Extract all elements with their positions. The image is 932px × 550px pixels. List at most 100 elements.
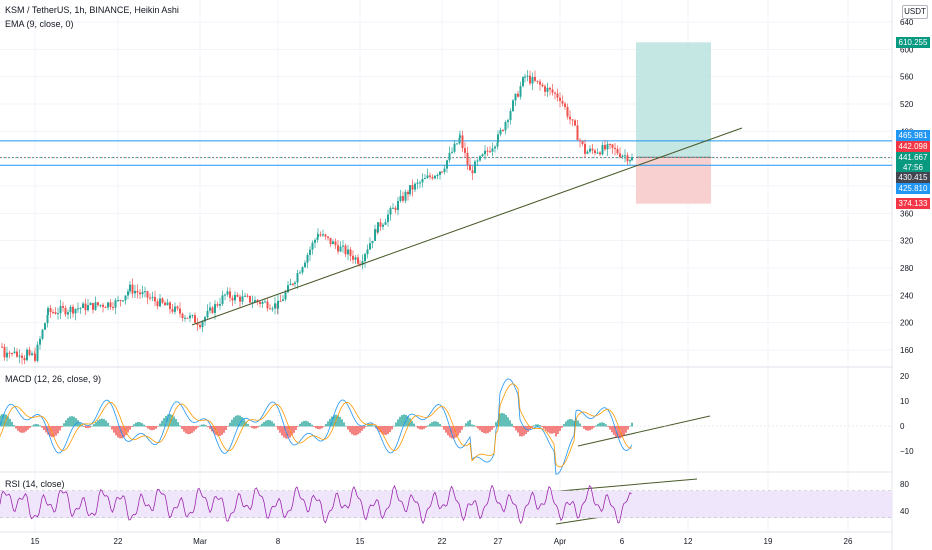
macd-histogram-bar	[413, 423, 415, 427]
candle-body	[517, 93, 519, 97]
macd-histogram-bar	[469, 419, 471, 427]
macd-histogram-bar	[283, 426, 285, 438]
rsi-tick-label: 80	[900, 480, 909, 489]
profit-zone	[636, 42, 711, 158]
macd-histogram-bar	[543, 426, 545, 429]
macd-histogram-bar	[465, 423, 467, 427]
candle-body	[317, 234, 319, 238]
candle-body	[296, 273, 299, 283]
macd-histogram-bar	[193, 426, 195, 432]
macd-histogram-bar	[151, 426, 153, 431]
symbol-legend[interactable]: KSM / TetherUS, 1h, BINANCE, Heikin Ashi	[5, 5, 179, 15]
macd-histogram-bar	[175, 419, 177, 427]
macd-histogram-bar	[555, 426, 557, 437]
macd-histogram-bar	[43, 426, 45, 430]
macd-histogram-bar	[239, 415, 241, 427]
candle-body	[144, 291, 146, 293]
candle-body	[287, 285, 289, 293]
price-tick-label: 520	[900, 100, 914, 109]
macd-histogram-bar	[631, 422, 633, 427]
candle-body	[596, 152, 599, 154]
candle-body	[347, 249, 349, 255]
macd-histogram-bar	[551, 426, 553, 434]
macd-histogram-bar	[419, 426, 421, 430]
candle-body	[87, 305, 89, 311]
rsi-legend[interactable]: RSI (14, close)	[5, 479, 65, 489]
candle-body	[176, 306, 179, 309]
quote-currency-badge[interactable]: USDT	[902, 5, 928, 19]
macd-pane	[0, 378, 892, 475]
macd-histogram-bar	[571, 419, 573, 427]
macd-histogram-bar	[369, 424, 371, 427]
candle-body	[112, 307, 114, 309]
macd-histogram-bar	[59, 426, 61, 431]
macd-histogram-bar	[393, 425, 395, 427]
macd-tick-label: 20	[900, 372, 909, 381]
macd-histogram-bar	[475, 426, 477, 427]
candle-body	[209, 307, 211, 311]
candle-body	[94, 302, 97, 310]
macd-histogram-bar	[541, 426, 543, 427]
candle-body	[458, 137, 461, 144]
macd-histogram-bar	[305, 420, 307, 427]
candle-body	[559, 97, 561, 102]
macd-histogram-bar	[313, 426, 315, 427]
candle-body	[301, 267, 304, 273]
macd-histogram-bar	[147, 426, 149, 429]
time-axis[interactable]: 15 22 Mar 8 15 22 27 Apr 6 12 19 26	[31, 537, 853, 546]
macd-histogram-bar	[207, 426, 209, 428]
macd-histogram-bar	[53, 426, 55, 437]
price-tag: 465.981	[896, 130, 930, 141]
macd-line	[0, 378, 633, 475]
macd-histogram-bar	[299, 423, 301, 427]
macd-histogram-bar	[509, 420, 511, 427]
macd-histogram-bar	[223, 426, 225, 433]
candle-body	[77, 308, 79, 310]
candle-body	[397, 201, 399, 210]
macd-histogram-bar	[467, 421, 469, 427]
price-tag: 425.810	[896, 183, 930, 194]
macd-histogram-bar	[91, 425, 93, 427]
candle-body	[443, 168, 446, 173]
macd-histogram-bar	[345, 425, 347, 427]
candle-body	[434, 175, 436, 179]
candle-body	[389, 208, 392, 215]
candle-body	[191, 315, 194, 317]
macd-histogram-bar	[35, 423, 37, 427]
macd-histogram-bar	[359, 426, 361, 433]
candle-body	[11, 353, 13, 355]
candle-body	[18, 355, 21, 357]
macd-histogram-bar	[383, 426, 385, 435]
macd-histogram-bar	[221, 426, 223, 435]
macd-histogram-bar	[485, 426, 487, 434]
macd-histogram-bar	[47, 426, 49, 435]
macd-histogram-bar	[235, 415, 237, 427]
candle-body	[337, 245, 339, 252]
candle-body	[604, 145, 606, 150]
macd-histogram-bar	[251, 426, 253, 429]
macd-histogram-bar	[499, 413, 501, 427]
candle-body	[561, 101, 564, 104]
macd-histogram-bar	[203, 424, 205, 427]
macd-histogram-bar	[127, 426, 129, 433]
candle-body	[174, 306, 176, 312]
macd-histogram-bar	[87, 426, 89, 429]
macd-histogram-bar	[329, 418, 331, 427]
candle-body	[354, 257, 357, 260]
candle-body	[104, 306, 107, 308]
candle-body	[214, 304, 216, 313]
candle-body	[451, 151, 453, 153]
candle-body	[357, 257, 359, 264]
macd-histogram-bar	[41, 426, 43, 428]
candle-body	[39, 338, 41, 345]
candle-body	[224, 294, 226, 296]
long-position-tool[interactable]	[636, 42, 711, 204]
macd-histogram-bar	[271, 421, 273, 427]
macd-histogram-bar	[171, 414, 173, 427]
ema-legend[interactable]: EMA (9, close, 0)	[5, 19, 74, 29]
candle-body	[289, 283, 292, 286]
macd-histogram-bar	[195, 426, 197, 430]
macd-legend[interactable]: MACD (12, 26, close, 9)	[5, 374, 101, 384]
macd-histogram-bar	[85, 426, 87, 428]
